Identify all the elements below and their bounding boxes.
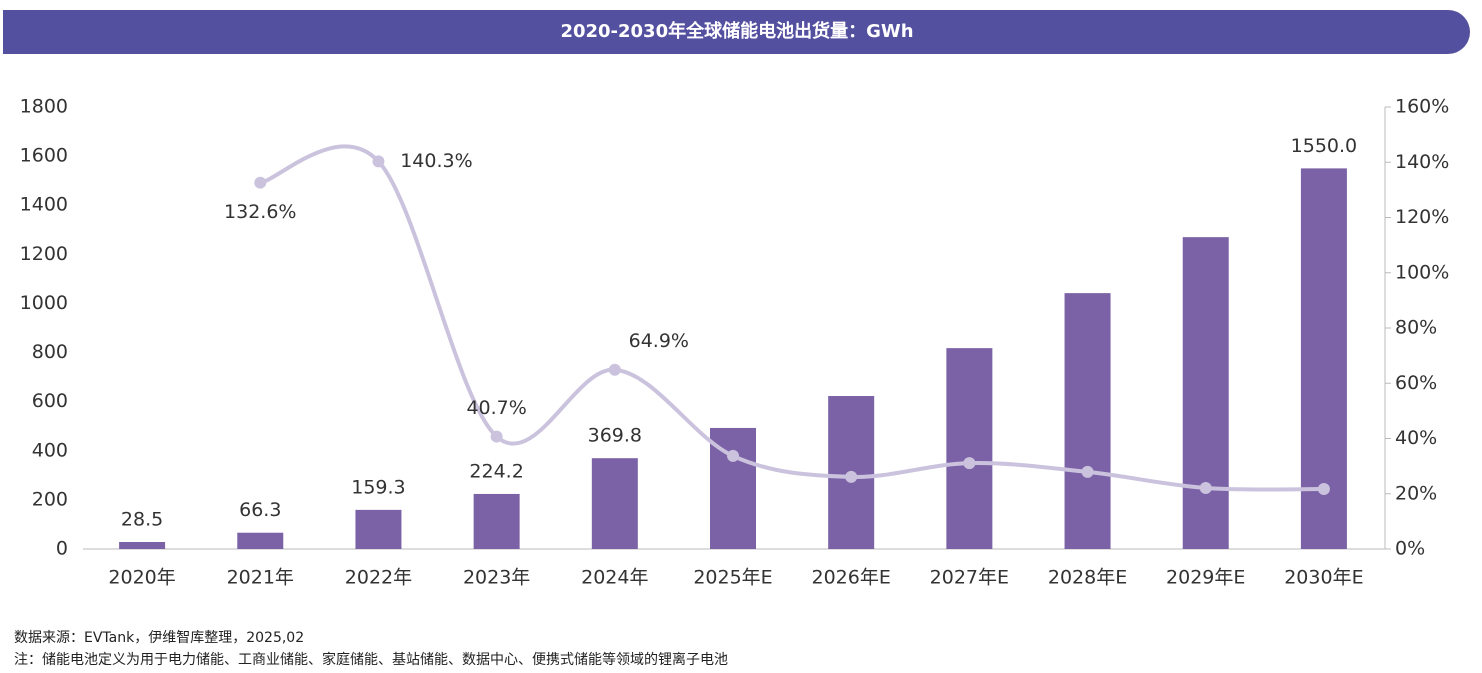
bar-value-label: 159.3 (351, 476, 405, 498)
bar (1064, 293, 1111, 549)
y-tick-label: 400 (32, 439, 68, 461)
bar (119, 542, 166, 549)
y-tick-label: 1000 (20, 292, 68, 314)
x-tick-label: 2030年E (1284, 567, 1363, 589)
line-marker (1081, 465, 1094, 478)
y-tick-label: 800 (32, 341, 68, 363)
line-marker (254, 176, 267, 189)
bar (946, 348, 993, 549)
y2-tick-label: 100% (1395, 261, 1449, 283)
line-marker (1317, 483, 1330, 496)
x-tick-label: 2022年 (345, 567, 412, 589)
x-tick-label: 2028年E (1048, 567, 1127, 589)
y2-tick-label: 160% (1395, 96, 1449, 118)
bar (237, 532, 284, 549)
line-marker (845, 470, 858, 483)
chart-title: 2020-2030年全球储能电池出货量：GWh (560, 20, 913, 42)
bar-value-label: 1550.0 (1291, 135, 1357, 157)
line-value-label: 140.3% (400, 150, 472, 172)
y2-tick-label: 60% (1395, 372, 1437, 394)
x-tick-label: 2020年 (108, 567, 175, 589)
y-tick-label: 1600 (20, 145, 68, 167)
bar (355, 509, 402, 549)
x-tick-label: 2024年 (581, 567, 648, 589)
line-value-label: 132.6% (224, 201, 296, 223)
title-banner (3, 10, 1470, 54)
y-tick-label: 0 (56, 538, 68, 560)
line-marker (963, 457, 976, 470)
y-tick-label: 1400 (20, 194, 68, 216)
y-tick-label: 600 (32, 390, 68, 412)
x-tick-label: 2026年E (812, 567, 891, 589)
x-tick-label: 2029年E (1166, 567, 1245, 589)
y2-tick-label: 0% (1395, 538, 1425, 560)
line-marker (727, 449, 739, 462)
bar (591, 458, 638, 549)
y-tick-label: 1200 (20, 243, 68, 265)
y2-tick-label: 20% (1395, 482, 1437, 504)
line-marker (1199, 481, 1212, 494)
bar-value-label: 369.8 (588, 425, 642, 447)
y2-tick-label: 120% (1395, 206, 1449, 228)
line-marker (372, 155, 385, 168)
bar-value-label: 28.5 (121, 509, 163, 531)
y-tick-label: 200 (32, 488, 68, 510)
line-value-label: 40.7% (466, 397, 526, 419)
y2-tick-label: 140% (1395, 151, 1449, 173)
x-tick-label: 2021年 (227, 567, 294, 589)
line-marker (608, 363, 621, 376)
line-value-label: 64.9% (629, 330, 689, 352)
x-tick-label: 2025年E (693, 567, 772, 589)
note: 注：储能电池定义为用于电力储能、工商业储能、家庭储能、基站储能、数据中心、便携式… (14, 651, 728, 668)
bar (1182, 237, 1229, 549)
y-tick-label: 1800 (20, 96, 68, 118)
source: 数据来源：EVTank，伊维智库整理，2025,02 (14, 630, 304, 646)
bar (473, 493, 520, 549)
line-marker (490, 430, 503, 443)
y2-tick-label: 80% (1395, 317, 1437, 339)
x-tick-label: 2027年E (930, 567, 1009, 589)
y2-tick-label: 40% (1395, 427, 1437, 449)
bar-value-label: 66.3 (239, 499, 281, 521)
x-tick-label: 2023年 (463, 567, 530, 589)
bar-value-label: 224.2 (469, 460, 523, 482)
line (259, 144, 1324, 492)
